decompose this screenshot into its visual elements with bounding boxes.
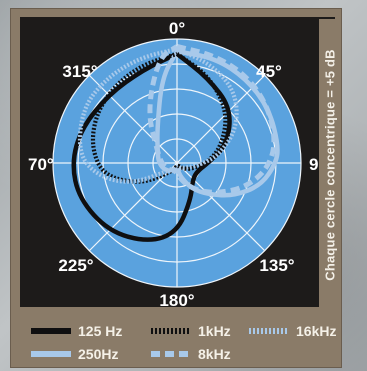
angle-label-225: 225° [58, 256, 93, 275]
series-line-8khz [147, 44, 277, 195]
legend-item-8khz: 8kHz [151, 346, 231, 362]
legend-label-8khz: 8kHz [198, 346, 231, 362]
legend-item-250hz: 250Hz [31, 346, 118, 362]
legend-swatch-8khz [151, 351, 191, 357]
angle-label-0: 0° [169, 19, 185, 38]
legend-item-1khz: 1kHz [151, 323, 231, 339]
angle-label-270: 70° [28, 155, 54, 174]
legend-swatch-1khz [151, 328, 191, 334]
polar-curves [71, 44, 280, 242]
legend-swatch-125hz [31, 328, 71, 334]
legend-item-125hz: 125 Hz [31, 323, 122, 339]
legend-swatch-16khz [249, 328, 289, 334]
plot-frame: 0° 45° 90° 135° 180° 225° 70° 315° [20, 17, 335, 307]
angle-label-45: 45° [256, 62, 282, 81]
series-line-16khz [77, 46, 239, 184]
scale-caption-text: Chaque cercle concentrique = +5 dB [322, 49, 338, 281]
grid-spoke-135 [88, 74, 266, 252]
legend-swatch-250hz [31, 351, 71, 357]
angle-label-180: 180° [159, 291, 194, 307]
legend-label-1khz: 1kHz [198, 323, 231, 339]
polar-chart: 0° 45° 90° 135° 180° 225° 70° 315° [28, 19, 335, 307]
legend: 125 Hz 1kHz 16kHz 250Hz 8kHz [21, 319, 353, 367]
scale-caption: Chaque cercle concentrique = +5 dB [319, 19, 339, 309]
angle-label-135: 135° [259, 256, 294, 275]
legend-label-250hz: 250Hz [78, 346, 119, 362]
legend-item-16khz: 16kHz [249, 323, 336, 339]
series-line-1khz [90, 51, 228, 184]
legend-label-16khz: 16kHz [296, 323, 337, 339]
series-line-125-hz [71, 51, 232, 242]
chart-panel: 0° 45° 90° 135° 180° 225° 70° 315° Chaqu… [10, 8, 342, 368]
angle-label-315: 315° [62, 62, 97, 81]
legend-label-125hz: 125 Hz [78, 323, 123, 339]
